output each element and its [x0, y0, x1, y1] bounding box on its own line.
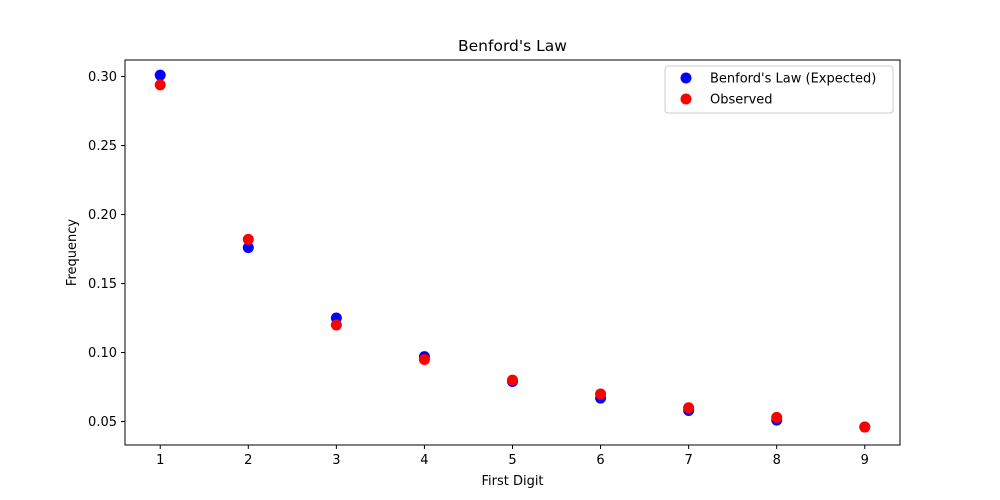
y-tick-label: 0.15: [88, 277, 117, 292]
x-tick-label: 2: [244, 453, 252, 468]
x-tick-label: 8: [773, 453, 781, 468]
y-tick-label: 0.25: [88, 139, 117, 154]
legend-label: Observed: [710, 93, 773, 108]
expected-point: [154, 69, 166, 81]
legend-marker: [680, 72, 692, 84]
data-points: [154, 69, 871, 433]
y-axis-label: Frequency: [65, 219, 80, 286]
observed-point: [507, 374, 518, 386]
observed-point: [771, 411, 783, 423]
observed-point: [418, 353, 430, 365]
x-tick-label: 5: [508, 453, 516, 468]
x-tick-label: 3: [332, 453, 340, 468]
y-axis: 0.05 0.10 0.15 0.20 0.25 0.30: [88, 70, 125, 430]
observed-point: [595, 388, 607, 400]
observed-point: [683, 402, 695, 414]
observed-point: [154, 79, 166, 91]
x-tick-label: 4: [420, 453, 428, 468]
x-tick-label: 7: [684, 453, 692, 468]
x-tick-label: 9: [861, 453, 869, 468]
legend-label: Benford's Law (Expected): [710, 72, 876, 87]
legend-marker: [680, 93, 692, 105]
x-tick-label: 6: [596, 453, 604, 468]
y-tick-label: 0.10: [88, 346, 117, 361]
y-tick-label: 0.05: [88, 415, 117, 430]
y-tick-label: 0.20: [88, 208, 117, 223]
observed-point: [242, 233, 254, 245]
x-tick-label: 1: [156, 453, 164, 468]
expected-point: [242, 242, 254, 254]
observed-point: [330, 319, 342, 331]
chart-title: Benford's Law: [458, 37, 567, 55]
plot-area-frame: [124, 59, 901, 446]
legend: Benford's Law (Expected) Observed: [664, 65, 894, 114]
observed-point: [859, 421, 871, 433]
x-axis: 1 2 3 4 5 6 7 8 9: [156, 445, 869, 468]
x-axis-label: First Digit: [481, 474, 543, 489]
legend-box: [664, 65, 894, 114]
y-tick-label: 0.30: [88, 70, 117, 85]
